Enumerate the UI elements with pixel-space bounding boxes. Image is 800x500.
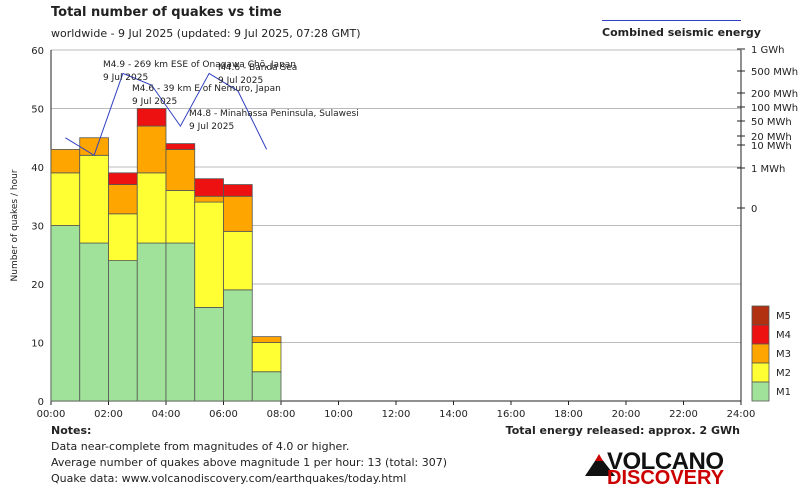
annotation-date: 9 Jul 2025 — [132, 97, 177, 107]
bar-segment-m3 — [136, 125, 167, 174]
energy-tick-label: 500 MWh — [751, 67, 798, 78]
energy-line — [65, 72, 268, 157]
legend-label: M5 — [776, 311, 791, 322]
x-tick-label: 20:00 — [612, 409, 641, 420]
energy-tick-label: 10 MWh — [751, 141, 792, 152]
energy-tick-label: 1 MWh — [751, 164, 785, 175]
bar-segment-m2 — [194, 201, 224, 308]
bar-segment-m2 — [50, 172, 81, 226]
legend-label: M1 — [776, 387, 791, 398]
bar-segment-m1 — [223, 289, 253, 402]
legend-swatch-m1 — [751, 381, 770, 402]
bar-segment-m2 — [251, 342, 282, 373]
note-line: Quake data: www.volcanodiscovery.com/ear… — [51, 472, 407, 485]
energy-legend-swatch — [602, 20, 741, 21]
x-tick-label: 10:00 — [324, 409, 353, 420]
bar-segment-m2 — [108, 213, 138, 262]
bar-segment-m2 — [79, 154, 109, 244]
y-tick-label: 40 — [31, 163, 44, 174]
y-tick-label: 10 — [31, 339, 44, 350]
y-tick-label: 0 — [38, 397, 44, 408]
energy-tick-label: 0 — [751, 204, 757, 215]
chart-title: Total number of quakes vs time — [51, 5, 282, 20]
bar-segment-m3 — [79, 137, 109, 156]
y-tick-label: 20 — [31, 280, 44, 291]
logo-discovery-text: DISCOVERY — [607, 467, 725, 489]
volcanodiscovery-logo: VOLCANO DISCOVERY — [585, 448, 755, 490]
energy-tick-label: 100 MWh — [751, 103, 798, 114]
bar-segment-m3 — [165, 149, 196, 191]
energy-tick-label: 200 MWh — [751, 89, 798, 100]
bar-segment-m3 — [50, 149, 81, 174]
x-tick-label: 24:00 — [727, 409, 756, 420]
annotation-text: M4.6 - Banda Sea — [218, 63, 297, 73]
legend-swatch-m3 — [751, 343, 770, 364]
energy-tick-label: 20 MWh — [751, 132, 792, 143]
bar-segment-m3 — [223, 195, 253, 232]
x-tick-label: 06:00 — [209, 409, 238, 420]
bar-segment-m4 — [194, 178, 224, 197]
energy-legend-label: Combined seismic energy — [602, 26, 761, 39]
annotation-date: 9 Jul 2025 — [218, 76, 263, 86]
bar-segment-m1 — [136, 242, 167, 402]
bar-segment-m4 — [165, 143, 196, 150]
x-tick-label: 18:00 — [554, 409, 583, 420]
x-tick-label: 04:00 — [152, 409, 181, 420]
energy-tick-label: 1 GWh — [751, 45, 785, 56]
x-tick-label: 14:00 — [439, 409, 468, 420]
legend-swatch-m4 — [751, 324, 770, 345]
legend-label: M3 — [776, 349, 791, 360]
x-tick-label: 08:00 — [267, 409, 296, 420]
y-tick-label: 50 — [31, 105, 44, 116]
total-energy-label: Total energy released: approx. 2 GWh — [505, 424, 740, 437]
bar-segment-m3 — [251, 336, 282, 343]
bar-segment-m3 — [194, 195, 224, 203]
bar-segment-m4 — [108, 172, 138, 185]
note-line: Data near-complete from magnitudes of 4.… — [51, 440, 350, 453]
legend-label: M4 — [776, 330, 791, 341]
annotation-date: 9 Jul 2025 — [103, 73, 148, 83]
y-tick-label: 30 — [31, 222, 44, 233]
volcano-icon — [585, 454, 615, 476]
bar-segment-m2 — [136, 172, 167, 244]
bar-segment-m1 — [79, 242, 109, 402]
x-tick-label: 02:00 — [94, 409, 123, 420]
note-line: Average number of quakes above magnitude… — [51, 456, 447, 469]
bar-segment-m1 — [50, 225, 81, 402]
bar-segment-m2 — [223, 230, 253, 291]
annotation-text: M4.9 - 269 km ESE of Onagawa Chō, Japan — [103, 60, 296, 70]
y-axis-label: Number of quakes / hour — [10, 169, 20, 281]
annotation-date: 9 Jul 2025 — [189, 122, 234, 132]
y-tick-label: 60 — [31, 46, 44, 57]
bar-segment-m2 — [165, 189, 196, 244]
logo-volcano-text: VOLCANO — [607, 448, 724, 475]
bar-segment-m1 — [194, 306, 224, 402]
energy-tick-label: 50 MWh — [751, 117, 792, 128]
x-tick-label: 22:00 — [669, 409, 698, 420]
notes-title: Notes: — [51, 424, 92, 437]
bar-segment-m4 — [223, 184, 253, 197]
bar-segment-m1 — [108, 260, 138, 402]
legend-swatch-m5 — [751, 305, 770, 326]
x-tick-label: 00:00 — [37, 409, 66, 420]
chart-subtitle: worldwide - 9 Jul 2025 (updated: 9 Jul 2… — [51, 27, 361, 40]
legend-label: M2 — [776, 368, 791, 379]
bar-segment-m3 — [108, 184, 138, 215]
annotation-text: M4.6 - 39 km E of Nemuro, Japan — [132, 84, 281, 94]
bar-segment-m1 — [165, 242, 196, 402]
x-tick-label: 12:00 — [382, 409, 411, 420]
bar-segment-m4 — [136, 108, 167, 127]
bar-segment-m1 — [251, 371, 282, 402]
annotation-text: M4.8 - Minahassa Peninsula, Sulawesi — [189, 109, 359, 119]
x-tick-label: 16:00 — [497, 409, 526, 420]
legend-swatch-m2 — [751, 362, 770, 383]
